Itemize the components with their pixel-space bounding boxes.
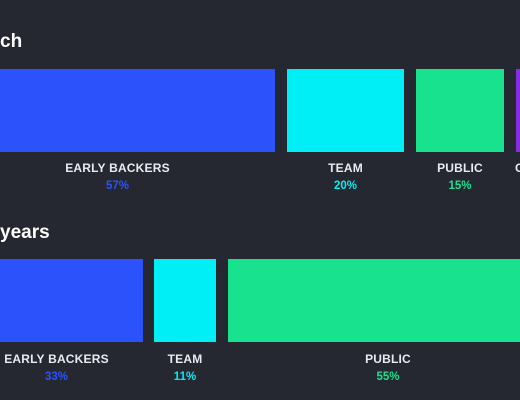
chart-2-bar-2 [154, 259, 216, 342]
chart-2-bar-1 [0, 259, 143, 342]
clipped-category-label: C [515, 161, 520, 175]
chart-1-caption-1: EARLY BACKERS 57% [65, 161, 170, 192]
category-label: PUBLIC [437, 161, 483, 175]
value-label: 57% [105, 180, 130, 192]
value-label: 55% [376, 371, 400, 383]
category-label: TEAM [167, 352, 203, 366]
category-label: EARLY BACKERS [4, 352, 109, 366]
chart-2-caption-1: EARLY BACKERS 33% [4, 352, 109, 383]
value-label: 33% [44, 371, 69, 383]
chart-1-bar-1 [0, 69, 275, 152]
chart-2-bar-3 [228, 259, 520, 342]
chart-1-bar-2 [287, 69, 404, 152]
value-label: 20% [333, 180, 358, 192]
chart-1-caption-2: TEAM 20% [328, 161, 363, 192]
value-label: 11% [173, 371, 197, 383]
category-label: TEAM [328, 161, 363, 175]
value-label: 15% [448, 180, 472, 192]
category-label: EARLY BACKERS [65, 161, 170, 175]
chart-1-caption-3: PUBLIC 15% [437, 161, 483, 192]
chart-1-bar-3 [416, 69, 504, 152]
chart-2-title: years [0, 222, 50, 243]
chart-1-bar-4 [516, 69, 520, 152]
chart-2-caption-2: TEAM 11% [168, 352, 203, 383]
chart-2-caption-3: PUBLIC 55% [365, 352, 411, 383]
chart-1-title: ch [0, 31, 23, 52]
category-label: PUBLIC [365, 352, 411, 366]
